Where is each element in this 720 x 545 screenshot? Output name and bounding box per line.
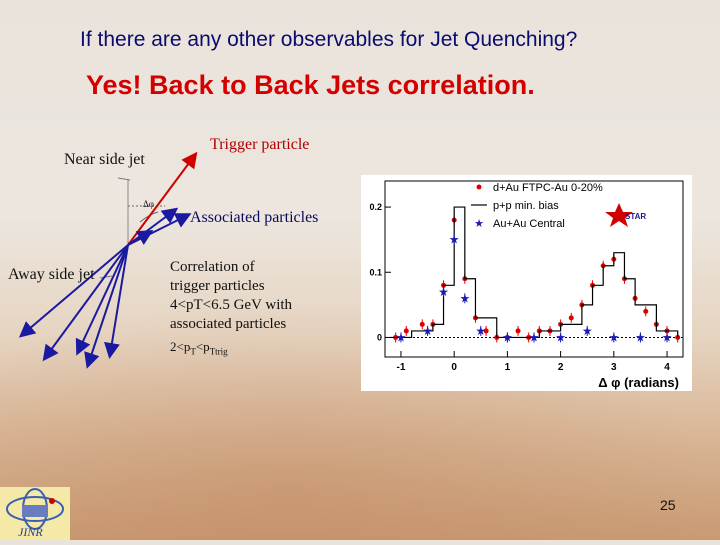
legend-label: p+p min. bias	[493, 200, 559, 212]
range-mid: <p	[195, 339, 210, 354]
y-tick-label: 0	[377, 332, 382, 342]
star-logo-text: STAR	[625, 212, 646, 221]
data-point-dau	[403, 328, 409, 334]
associated-particles-label: Associated particles	[190, 209, 319, 226]
x-tick-label: 3	[611, 362, 617, 373]
correlation-plot: -1 0 1 2 3 4 0 0.1 0.2 Δ φ (radians) ★ ★ ★ ★ ★ ★ ★ ★ ★ ★ ★ ★ ★…	[361, 175, 692, 391]
x-axis-label: Δ φ (radians)	[598, 375, 679, 390]
near-side-jet-label: Near side jet	[64, 151, 145, 168]
away-arrow	[42, 244, 129, 362]
correlation-line-2: trigger particles	[170, 278, 265, 294]
legend-label: d+Au FTPC-Au 0-20%	[493, 182, 603, 194]
data-point-auau: ★	[449, 233, 460, 247]
near-jet-connector	[117, 177, 131, 181]
data-point-auau: ★	[459, 291, 470, 305]
svg-text:JINR: JINR	[18, 525, 43, 539]
data-point-auau: ★	[555, 330, 566, 344]
data-point-dau	[643, 308, 649, 314]
data-point-auau: ★	[608, 330, 619, 344]
delta-phi-label: Δφ	[143, 199, 154, 209]
data-point-dau	[483, 328, 489, 334]
y-tick-label: 0.2	[369, 202, 382, 212]
range-sub-2: Ttrig	[209, 346, 228, 357]
range-sub-1: T	[190, 346, 196, 357]
range-prefix: 2<p	[170, 339, 191, 354]
y-tick-label: 0.1	[369, 267, 382, 277]
data-point-dau	[419, 321, 425, 327]
legend-label: Au+Au Central	[493, 218, 565, 230]
away-arrow	[84, 244, 129, 369]
away-connector-tick	[99, 275, 113, 279]
data-point-auau: ★	[635, 330, 646, 344]
correlation-text: Correlation of trigger particles 4<pT<6.…	[170, 258, 370, 334]
correlation-line-3: 4<pT<6.5 GeV with	[170, 297, 293, 313]
x-tick-label: 1	[505, 362, 511, 373]
trigger-particle-label: Trigger particle	[210, 136, 310, 153]
legend-marker	[476, 184, 482, 190]
slide-title: If there are any other observables for J…	[80, 28, 578, 51]
away-arrow	[104, 244, 129, 359]
plot-svg: -1 0 1 2 3 4 0 0.1 0.2 Δ φ (radians) ★ ★ ★ ★ ★ ★ ★ ★ ★ ★ ★ ★ ★…	[369, 180, 684, 390]
star-logo-icon	[605, 203, 633, 227]
jet-diagram	[18, 151, 198, 369]
plot-frame	[384, 180, 684, 358]
jinr-logo-icon: JINR	[6, 488, 64, 539]
correlation-line-4: associated particles	[170, 316, 287, 332]
x-tick-label: 0	[451, 362, 457, 373]
data-point-dau	[675, 334, 681, 340]
x-tick-label: -1	[397, 362, 406, 373]
correlation-line-1: Correlation of	[170, 259, 255, 275]
x-tick-label: 2	[558, 362, 564, 373]
x-tick-label: 4	[664, 362, 670, 373]
page-number: 25	[660, 497, 676, 513]
pt-range-text: 2<pT<pTtrig	[170, 339, 228, 357]
away-side-jet-label: Away side jet	[8, 266, 95, 283]
away-arrow	[75, 244, 129, 356]
data-point-auau: ★	[422, 324, 433, 338]
data-point-auau: ★	[396, 330, 407, 344]
data-point-auau: ★	[475, 324, 486, 338]
data-point-auau: ★	[438, 285, 449, 299]
data-point-auau: ★	[529, 330, 540, 344]
legend-marker: ★	[474, 217, 484, 230]
data-point-auau: ★	[502, 330, 513, 344]
data-point-auau: ★	[582, 324, 593, 338]
data-point-dau	[568, 315, 574, 321]
jinr-logo: JINR	[0, 487, 70, 540]
data-point-dau	[515, 328, 521, 334]
associated-arrow	[127, 229, 154, 246]
away-arrow	[18, 244, 129, 338]
data-point-auau: ★	[662, 330, 673, 344]
slide-subtitle: Yes! Back to Back Jets correlation.	[86, 70, 535, 100]
